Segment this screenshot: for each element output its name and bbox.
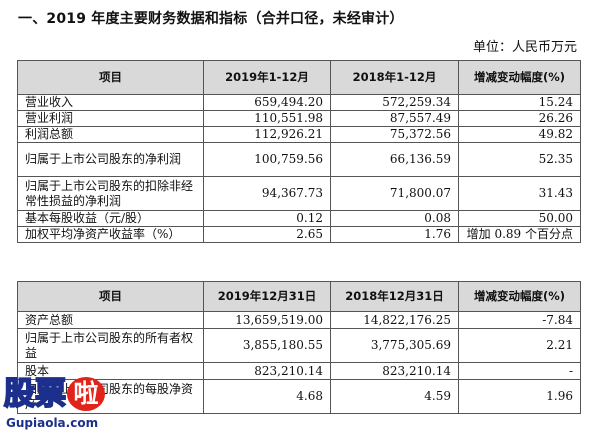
row-prior: 3,775,305.69 — [330, 328, 459, 363]
row-item: 基本每股收益（元/股） — [17, 210, 204, 227]
row-change: -7.84 — [458, 311, 581, 329]
col-header-prior: 2018年1-12月 — [330, 60, 459, 95]
table-row: 归属于上市公司股东的扣除非经常性损益的净利润 94,367.73 71,800.… — [17, 176, 581, 211]
col-header-item: 项目 — [17, 281, 204, 312]
row-change: 52.35 — [458, 142, 581, 177]
watermark-mark: 股 票 啦 — [2, 374, 114, 414]
row-change: 50.00 — [458, 210, 581, 227]
row-current: 4.68 — [203, 379, 331, 414]
col-header-item: 项目 — [17, 60, 204, 95]
watermark-char: 股 — [3, 375, 36, 413]
row-change: 增加 0.89 个百分点 — [458, 226, 581, 243]
row-prior: 75,372.56 — [330, 126, 459, 143]
row-change: 2.21 — [458, 328, 581, 363]
watermark-url: Gupiaola.com — [6, 416, 99, 430]
row-current: 13,659,519.00 — [203, 311, 331, 329]
row-item: 加权平均净资产收益率（%） — [17, 226, 204, 243]
watermark-logo: 股 票 啦 Gupiaola.com — [2, 374, 114, 434]
row-change: 26.26 — [458, 110, 581, 127]
row-prior: 71,800.07 — [330, 176, 459, 211]
row-current: 94,367.73 — [203, 176, 331, 211]
table-row: 营业利润 110,551.98 87,557.49 26.26 — [17, 110, 581, 127]
row-current: 0.12 — [203, 210, 331, 227]
row-prior: 66,136.59 — [330, 142, 459, 177]
table-row: 资产总额 13,659,519.00 14,822,176.25 -7.84 — [17, 311, 581, 329]
row-change: 1.96 — [458, 379, 581, 414]
table-row: 加权平均净资产收益率（%） 2.65 1.76 增加 0.89 个百分点 — [17, 226, 581, 243]
row-current: 112,926.21 — [203, 126, 331, 143]
row-change: - — [458, 362, 581, 380]
col-header-change: 增减变动幅度(%) — [458, 60, 581, 95]
row-prior: 87,557.49 — [330, 110, 459, 127]
row-prior: 4.59 — [330, 379, 459, 414]
row-current: 823,210.14 — [203, 362, 331, 380]
table-row: 归属于上市公司股东的所有者权益 3,855,180.55 3,775,305.6… — [17, 328, 581, 363]
table-row: 营业收入 659,494.20 572,259.34 15.24 — [17, 94, 581, 111]
section-heading: 一、2019 年度主要财务数据和指标（合并口径，未经审计） — [18, 11, 404, 27]
col-header-change: 增减变动幅度(%) — [458, 281, 581, 312]
row-item: 资产总额 — [17, 311, 204, 329]
unit-label: 单位：人民币万元 — [472, 40, 577, 55]
watermark-badge: 啦 — [67, 377, 105, 411]
watermark-char: 票 — [34, 375, 67, 413]
col-header-current: 2019年12月31日 — [203, 281, 331, 312]
row-current: 100,759.56 — [203, 142, 331, 177]
row-change: 15.24 — [458, 94, 581, 111]
row-current: 3,855,180.55 — [203, 328, 331, 363]
row-item: 利润总额 — [17, 126, 204, 143]
col-header-prior: 2018年12月31日 — [330, 281, 459, 312]
row-item: 营业收入 — [17, 94, 204, 111]
table-header-row: 项目 2019年1-12月 2018年1-12月 增减变动幅度(%) — [17, 60, 581, 95]
row-current: 659,494.20 — [203, 94, 331, 111]
row-current: 110,551.98 — [203, 110, 331, 127]
row-prior: 572,259.34 — [330, 94, 459, 111]
row-change: 31.43 — [458, 176, 581, 211]
row-change: 49.82 — [458, 126, 581, 143]
row-prior: 14,822,176.25 — [330, 311, 459, 329]
col-header-current: 2019年1-12月 — [203, 60, 331, 95]
row-prior: 0.08 — [330, 210, 459, 227]
row-item: 营业利润 — [17, 110, 204, 127]
table-row: 利润总额 112,926.21 75,372.56 49.82 — [17, 126, 581, 143]
row-item: 归属于上市公司股东的扣除非经常性损益的净利润 — [17, 176, 204, 211]
row-prior: 823,210.14 — [330, 362, 459, 380]
table-row: 股本 823,210.14 823,210.14 - — [17, 362, 581, 380]
row-item: 归属于上市公司股东的净利润 — [17, 142, 204, 177]
income-table: 项目 2019年1-12月 2018年1-12月 增减变动幅度(%) 营业收入 … — [17, 60, 581, 243]
row-prior: 1.76 — [330, 226, 459, 243]
table-row: 归属于上市公司股东的净利润 100,759.56 66,136.59 52.35 — [17, 142, 581, 177]
row-current: 2.65 — [203, 226, 331, 243]
table-row: 基本每股收益（元/股） 0.12 0.08 50.00 — [17, 210, 581, 227]
table-header-row: 项目 2019年12月31日 2018年12月31日 增减变动幅度(%) — [17, 281, 581, 312]
row-item: 归属于上市公司股东的所有者权益 — [17, 328, 204, 363]
